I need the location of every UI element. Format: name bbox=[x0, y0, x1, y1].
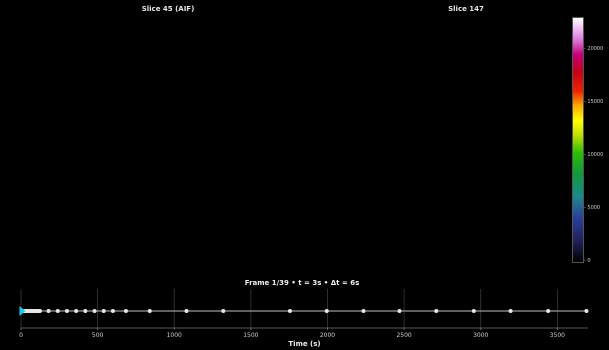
timeline-scrubber[interactable]: 0 500 1000 1500 2000 2500 3000 3500 Time (s) bbox=[0, 287, 609, 350]
frame-marker bbox=[221, 309, 226, 313]
frame-marker bbox=[147, 309, 152, 313]
colorbar-tick-label: - 15000 bbox=[584, 98, 604, 105]
timeline-tick-label: 500 bbox=[92, 332, 104, 339]
timeline-plot[interactable]: 0 500 1000 1500 2000 2500 3000 3500 Time (s) bbox=[0, 287, 609, 350]
timeline-tick-label: 2000 bbox=[320, 332, 335, 339]
frame-marker bbox=[434, 309, 439, 313]
timeline-tick-label: 2500 bbox=[396, 332, 411, 339]
timeline-tick-label: 1000 bbox=[167, 332, 182, 339]
timeline-tick-label: 1500 bbox=[243, 332, 258, 339]
colorbar-tick-label: - 20000 bbox=[584, 45, 604, 52]
timeline-tick-label: 3500 bbox=[550, 332, 565, 339]
frame-marker bbox=[471, 309, 476, 313]
frame-info: Frame 1/39 • t = 3s • Δt = 6s bbox=[244, 279, 360, 287]
frame-marker bbox=[397, 309, 402, 313]
current-frame-indicator[interactable] bbox=[19, 306, 26, 316]
frame-marker bbox=[584, 309, 589, 313]
frame-marker bbox=[83, 309, 88, 313]
frame-marker bbox=[123, 309, 128, 313]
frame-marker bbox=[287, 309, 292, 313]
frame-marker bbox=[46, 309, 51, 313]
left-panel-title: Slice 45 (AIF) bbox=[141, 5, 195, 13]
timeline-tick-label: 3000 bbox=[473, 332, 488, 339]
frame-marker bbox=[508, 309, 513, 313]
timeline-axis-label: Time (s) bbox=[288, 340, 320, 348]
frame-marker bbox=[38, 309, 43, 313]
frame-marker bbox=[546, 309, 551, 313]
colorbar-tick-label: - 5000 bbox=[584, 204, 601, 211]
frame-marker bbox=[361, 309, 366, 313]
frame-marker bbox=[92, 309, 97, 313]
frame-marker bbox=[64, 309, 69, 313]
frame-marker bbox=[74, 309, 79, 313]
frame-marker bbox=[184, 309, 189, 313]
frame-marker bbox=[110, 309, 115, 313]
frame-marker bbox=[324, 309, 329, 313]
colorbar bbox=[572, 17, 584, 263]
frame-marker bbox=[55, 309, 60, 313]
frame-marker bbox=[101, 309, 106, 313]
colorbar-tick-label: - 10000 bbox=[584, 151, 604, 158]
timeline-tick-label: 0 bbox=[19, 332, 23, 339]
right-panel-title: Slice 147 bbox=[448, 5, 484, 13]
colorbar-tick-label: - 0 bbox=[584, 258, 591, 264]
